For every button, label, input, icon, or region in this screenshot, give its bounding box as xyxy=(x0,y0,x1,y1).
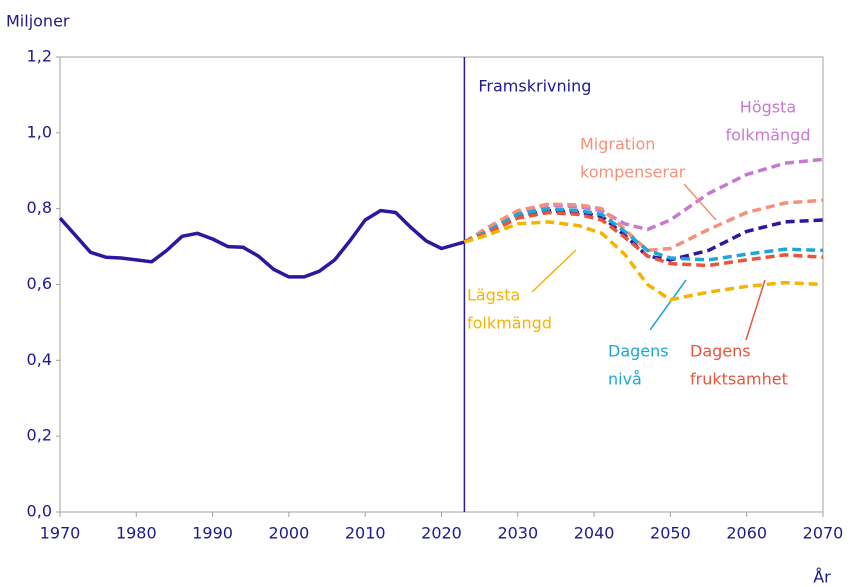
series-label: Lägsta xyxy=(467,286,520,305)
x-tick-label: 2040 xyxy=(574,524,615,543)
y-axis-label: Miljoner xyxy=(6,12,70,31)
x-tick-label: 2060 xyxy=(726,524,767,543)
y-tick-label: 1,0 xyxy=(27,122,52,141)
x-tick-label: 1990 xyxy=(192,524,233,543)
x-tick-label: 1980 xyxy=(116,524,157,543)
y-tick-label: 0,2 xyxy=(27,426,52,445)
x-tick-label: 1970 xyxy=(40,524,81,543)
x-tick-label: 2030 xyxy=(497,524,538,543)
series-label: folkmängd xyxy=(467,314,552,333)
leader-line xyxy=(745,279,766,341)
plot-frame xyxy=(59,56,824,513)
annotation: Framskrivning xyxy=(478,77,591,96)
x-tick-label: 2070 xyxy=(803,524,844,543)
leader-line xyxy=(531,249,577,293)
series-label: Migration xyxy=(580,135,655,154)
x-tick-label: 2020 xyxy=(421,524,462,543)
x-axis-label: År xyxy=(813,568,831,587)
projection-series-line xyxy=(463,198,824,253)
x-tick-label: 2010 xyxy=(345,524,386,543)
y-tick-label: 0,4 xyxy=(27,350,52,369)
series-label: fruktsamhet xyxy=(690,370,788,389)
projection-series-line xyxy=(463,220,824,302)
y-tick-label: 0,8 xyxy=(27,198,52,217)
series-label: kompenserar xyxy=(580,163,686,182)
series-line xyxy=(58,208,465,279)
y-tick-label: 0,0 xyxy=(27,502,52,521)
projection-series-line xyxy=(463,210,824,268)
leader-line xyxy=(683,183,717,221)
series-label: Högsta xyxy=(740,98,796,117)
y-tick-label: 1,2 xyxy=(27,47,52,66)
x-tick-label: 2050 xyxy=(650,524,691,543)
series-label: nivå xyxy=(608,370,642,389)
series-label: folkmängd xyxy=(726,126,811,145)
series-label: Dagens xyxy=(608,342,669,361)
projection-series-line xyxy=(463,206,824,262)
x-tick-label: 2000 xyxy=(269,524,310,543)
leader-line xyxy=(649,279,687,331)
series-label: Dagens xyxy=(690,342,751,361)
y-tick-label: 0,6 xyxy=(27,274,52,293)
